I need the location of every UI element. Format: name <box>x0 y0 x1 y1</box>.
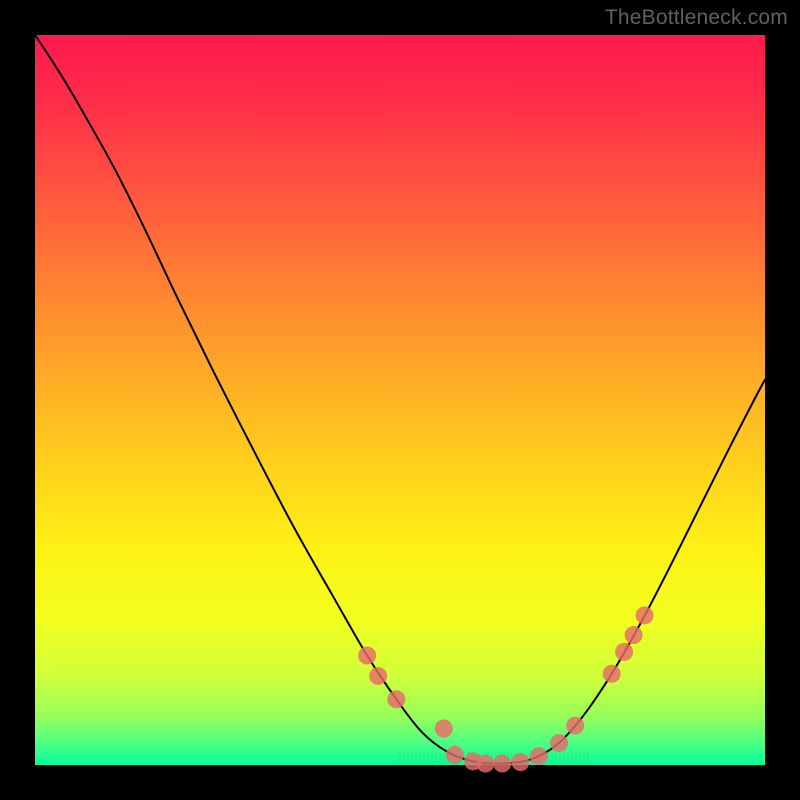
watermark-text: TheBottleneck.com <box>605 6 788 30</box>
plot-background <box>35 35 765 765</box>
chart-stage: TheBottleneck.com <box>0 0 800 800</box>
